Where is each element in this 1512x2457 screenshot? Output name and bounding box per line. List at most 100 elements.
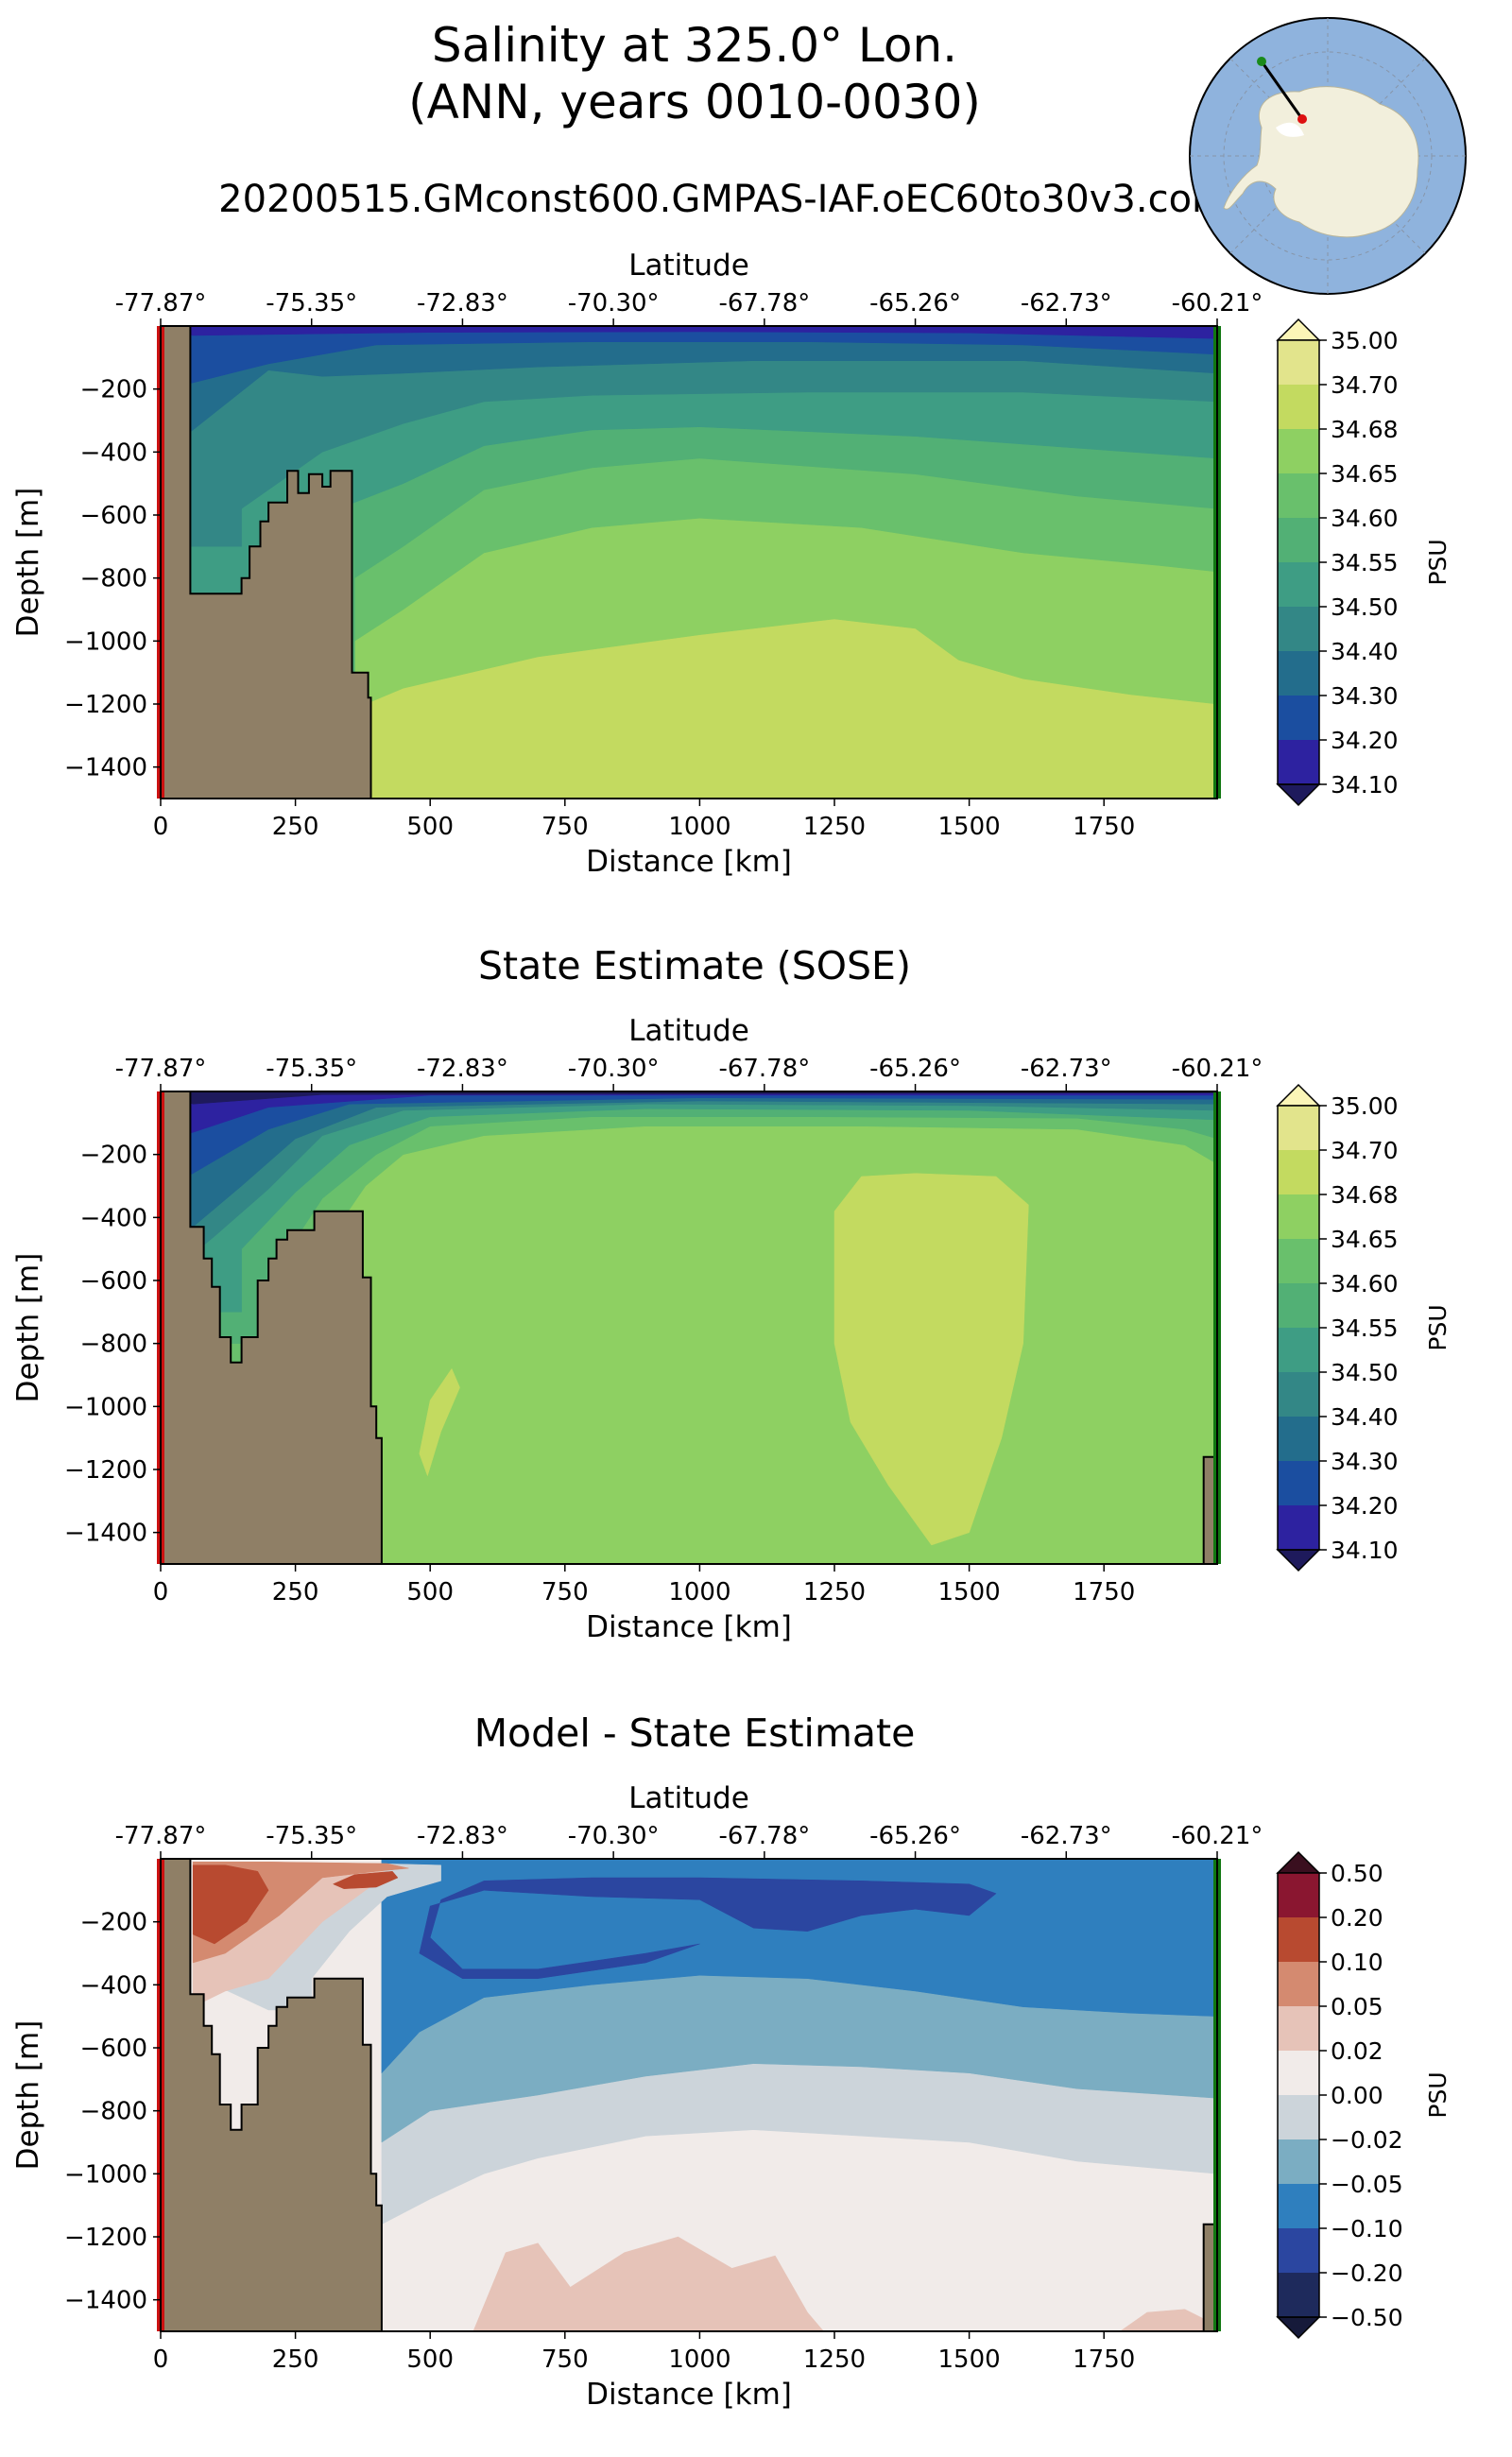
figure-title-line2: (ANN, years 0010-0030) [408,75,981,129]
lat-tick-label: -72.83° [417,1055,508,1083]
colorbar-label: PSU [1424,2071,1452,2118]
colorbar-swatch [1278,1461,1319,1506]
y-tick-label: −600 [80,1267,147,1296]
colorbar-swatch [1278,1917,1319,1963]
y-tick-label: −1400 [64,1520,147,1548]
colorbar-tick-label: 34.40 [1331,638,1399,665]
top-axis-label: Latitude [628,249,749,283]
colorbar-swatch [1278,1283,1319,1329]
contour-band [192,1864,269,1945]
contour-band [833,1173,1029,1546]
colorbar-swatch [1278,2006,1319,2052]
colorbar-swatch [1278,1372,1319,1418]
lat-tick-label: -60.21° [1172,289,1263,318]
contour-band [381,1859,1217,2074]
x-tick-label: 750 [541,2345,589,2374]
x-tick-label: 1750 [1073,2345,1135,2374]
y-tick-label: −1000 [64,1393,147,1421]
lat-tick-label: -75.35° [266,1055,357,1083]
y-tick-label: −600 [80,502,147,530]
x-tick-label: 1750 [1073,1578,1135,1606]
colorbar-swatch [1278,1873,1319,1918]
lat-tick-label: -67.78° [718,1055,810,1083]
lat-tick-label: -60.21° [1172,1055,1263,1083]
lat-tick-label: -75.35° [266,289,357,318]
plot-area [157,1091,1221,1565]
colorbar-swatch [1278,1328,1319,1373]
x-tick-label: 1250 [803,813,866,841]
colorbar-swatch [1278,1505,1319,1551]
lat-tick-label: -62.73° [1021,1055,1112,1083]
y-tick-label: −800 [80,565,147,593]
contour-fill [161,326,1217,799]
colorbar-tick-label: 34.20 [1331,727,1399,754]
bathymetry-land [161,1091,383,1564]
colorbar-swatch [1278,2228,1319,2274]
y-axis-label: Depth [m] [11,1253,45,1403]
lat-tick-label: -77.87° [115,1055,207,1083]
lat-tick-label: -75.35° [266,1822,357,1850]
colorbar-tick-label: 0.05 [1331,1993,1383,2020]
panel-title-sose: State Estimate (SOSE) [478,943,911,988]
colorbar-extend-top [1276,318,1321,341]
y-tick-label: −1200 [64,1456,147,1485]
y-tick-label: −400 [80,1204,147,1232]
x-tick-label: 1000 [668,813,730,841]
y-tick-label: −800 [80,1331,147,1359]
y-tick-label: −600 [80,2035,147,2063]
lat-tick-label: -62.73° [1021,1822,1112,1850]
colorbar-swatch [1278,607,1319,652]
plot-frame [160,325,1218,799]
x-tick-label: 750 [541,813,589,841]
colorbar-tick-label: 34.50 [1331,593,1399,621]
colorbar-swatch [1278,562,1319,608]
colorbar-swatch [1278,2095,1319,2140]
colorbar-swatch [1278,2139,1319,2185]
y-axis-label: Depth [m] [11,2020,45,2171]
contour-band [419,1367,460,1477]
colorbar-swatch [1278,696,1319,741]
plot-frame [160,1858,1218,2332]
contour-band [1119,2309,1204,2331]
x-tick-label: 250 [272,813,319,841]
contour-band [161,326,1217,339]
bathymetry-land [161,1859,383,2331]
colorbar-swatch [1278,1106,1319,1151]
y-tick-label: −200 [80,1909,147,1937]
contour-band [161,326,1217,453]
lat-tick-label: -67.78° [718,289,810,318]
colorbar-swatch [1278,2273,1319,2318]
lat-tick-label: -65.26° [869,289,961,318]
colorbar-tick-label: 35.00 [1331,1092,1399,1120]
colorbar-swatch [1278,340,1319,386]
lat-tick-label: -72.83° [417,289,508,318]
x-tick-label: 500 [406,813,454,841]
run-name: 20200515.GMconst600.GMPAS-IAF.oEC60to30v… [218,178,1228,221]
colorbar: 0.50 0.20 0.10 0.05 0.02 0.00 −0.02 −0.05 −0.10 −… [1276,1850,1452,2340]
colorbar-tick-label: 34.55 [1331,1314,1399,1342]
y-axis-label: Depth [m] [11,488,45,638]
x-tick-label: 250 [272,2345,319,2374]
colorbar-tick-label: 34.40 [1331,1403,1399,1431]
plot-frame [160,1091,1218,1565]
colorbar-tick-label: 0.10 [1331,1949,1383,1976]
plot-area [157,325,1221,799]
top-axis-label: Latitude [628,1781,749,1815]
colorbar-swatch [1278,518,1319,563]
colorbar-tick-label: 34.68 [1331,416,1399,443]
contour-band [161,326,1217,389]
colorbar: 35.00 34.70 34.68 34.65 34.60 34.55 34.50 34.40… [1276,1083,1452,1572]
x-tick-label: 1500 [938,1578,1001,1606]
colorbar-tick-label: 34.30 [1331,682,1399,710]
y-tick-label: −1200 [64,2224,147,2252]
y-tick-label: −1400 [64,2287,147,2315]
colorbar-tick-label: 34.65 [1331,1226,1399,1253]
y-tick-label: −400 [80,1971,147,2000]
x-tick-label: 1250 [803,2345,866,2374]
x-axis-label: Distance [km] [586,1610,792,1644]
x-tick-label: 1250 [803,1578,866,1606]
lat-tick-label: -70.30° [568,289,660,318]
colorbar-swatch [1278,2184,1319,2229]
colorbar-tick-label: 34.10 [1331,1537,1399,1564]
colorbar-tick-label: 34.60 [1331,1270,1399,1297]
